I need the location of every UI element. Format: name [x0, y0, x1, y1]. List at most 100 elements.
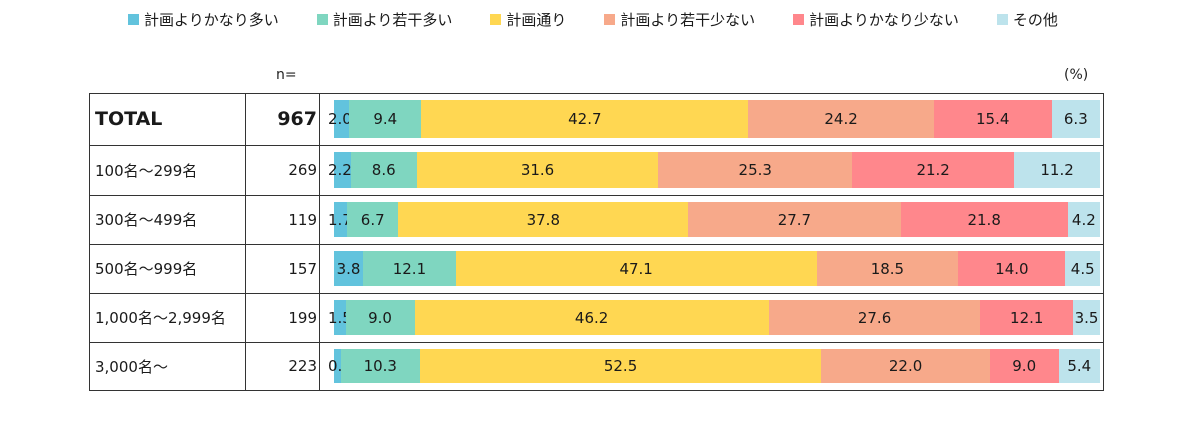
table-row: 300名～499名 119 1.7 6.7 37.8 27.7 21.8 4.2	[89, 195, 1104, 244]
legend-label: 計画より若干多い	[332, 10, 453, 29]
data-label: 12.1	[392, 259, 427, 278]
stacked-bar: 1.5 9.0 46.2 27.6 12.1 3.5	[328, 300, 1100, 335]
legend-swatch	[996, 13, 1008, 25]
data-label: 5.4	[1067, 357, 1092, 375]
bar-segment: 18.5	[816, 251, 959, 286]
table-row: 100名～299名 269 2.2 8.6 31.6 25.3 21.2 11.2	[89, 145, 1104, 195]
stacked-bar: 2.0 9.4 42.7 24.2 15.4 6.3	[328, 100, 1100, 138]
table-top-border	[89, 93, 1104, 94]
percent-unit-label: (%)	[1064, 67, 1089, 83]
row-n-value: 157	[288, 259, 317, 278]
data-label: 25.3	[738, 161, 772, 179]
row-category-label: 300名～499名	[95, 211, 198, 229]
column-divider	[319, 93, 320, 390]
bar-segment: 25.3	[658, 152, 853, 188]
legend-label: 計画通り	[506, 10, 567, 29]
legend-item: その他	[996, 8, 1058, 30]
data-label: 4.2	[1071, 210, 1096, 229]
row-n-value: 967	[277, 108, 317, 130]
data-label: 9.0	[368, 308, 392, 327]
bar-segment: 3.5	[1073, 300, 1100, 335]
legend-item: 計画よりかなり多い	[128, 8, 279, 30]
row-category-label: 1,000名～2,999名	[95, 309, 226, 327]
data-label: 9.4	[373, 110, 398, 128]
bar-segment: 37.8	[398, 202, 689, 237]
bar-segment: 42.7	[421, 100, 749, 138]
bar-segment: 14.0	[958, 251, 1066, 286]
data-label: 2.2	[328, 161, 352, 179]
bar-segment: 24.2	[748, 100, 934, 138]
column-divider	[245, 93, 246, 390]
bar-segment: 2.0	[328, 100, 352, 138]
bar-segment: 21.2	[852, 152, 1015, 188]
bar-segment: 31.6	[416, 152, 659, 188]
row-n-value: 119	[288, 210, 317, 229]
row-n-value: 269	[288, 161, 317, 179]
data-label: 31.6	[520, 161, 555, 179]
data-label: 3.8	[336, 259, 361, 278]
row-divider	[89, 244, 1104, 245]
bar-segment: 12.1	[363, 251, 456, 286]
bar-segment: 4.2	[1067, 202, 1100, 237]
legend-swatch	[128, 13, 139, 25]
data-label: 1.7	[328, 210, 352, 229]
bar-segment: 10.3	[340, 349, 420, 383]
data-label: 10.3	[363, 357, 397, 375]
legend-item: 計画より若干少ない	[604, 8, 755, 30]
stacked-bar: 3.8 12.1 47.1 18.5 14.0 4.5	[334, 251, 1100, 286]
data-label: 37.8	[526, 210, 560, 229]
data-label: 18.5	[870, 259, 905, 278]
bar-segment: 47.1	[455, 251, 817, 286]
data-label: 21.8	[967, 210, 1001, 229]
data-label: 24.2	[824, 110, 858, 128]
row-category-label: 500名～999名	[95, 260, 198, 278]
legend-item: 計画より若干多い	[316, 8, 453, 30]
data-label: 3.5	[1074, 308, 1099, 327]
bar-segment: 8.6	[350, 152, 417, 188]
bar-segment: 21.8	[900, 202, 1068, 237]
table-bottom-border	[89, 390, 1104, 391]
legend-label: 計画よりかなり多い	[144, 10, 279, 29]
legend-label: その他	[1012, 10, 1058, 29]
stacked-bar: 2.2 8.6 31.6 25.3 21.2 11.2	[328, 152, 1100, 188]
legend-swatch	[490, 13, 502, 25]
data-label: 6.3	[1063, 110, 1088, 128]
row-divider	[89, 195, 1104, 196]
bar-segment: 6.3	[1051, 100, 1100, 138]
bar-segment: 1.7	[328, 202, 352, 237]
table-left-border	[89, 93, 90, 390]
data-label: 46.2	[574, 308, 609, 327]
data-label: 11.2	[1040, 161, 1074, 179]
data-label: 6.7	[360, 210, 385, 229]
data-label: 22.0	[888, 357, 923, 375]
data-label: 12.1	[1010, 308, 1044, 327]
data-label: 9.0	[1012, 357, 1037, 375]
data-label: 27.7	[777, 210, 812, 229]
total-row: TOTAL 967 2.0 9.4 42.7 24.2 15.4 6.3	[89, 93, 1104, 145]
data-label: 21.2	[916, 161, 950, 179]
bar-segment: 22.0	[821, 349, 990, 383]
bar-segment: 1.5	[328, 300, 352, 335]
row-divider	[89, 145, 1104, 146]
stacked-bar: 1.7 6.7 37.8 27.7 21.8 4.2	[328, 202, 1100, 237]
row-divider	[89, 342, 1104, 343]
data-label: 4.5	[1070, 259, 1095, 278]
data-label: 52.5	[603, 357, 638, 375]
table-row: 1,000名～2,999名 199 1.5 9.0 46.2 27.6 12.1 3.5	[89, 293, 1104, 342]
row-category-label: 3,000名～	[95, 357, 168, 376]
data-label: 27.6	[857, 308, 892, 327]
data-label: 8.6	[371, 161, 396, 179]
bar-segment: 3.8	[334, 251, 364, 286]
bar-segment: 9.0	[989, 349, 1059, 383]
row-n-value: 223	[288, 357, 317, 375]
bar-segment: 0.9	[328, 349, 352, 383]
legend-label: 計画よりかなり少ない	[809, 10, 959, 29]
bar-segment: 12.1	[980, 300, 1074, 335]
bar-segment: 46.2	[414, 300, 769, 335]
table-row: 3,000名～ 223 0.9 10.3 52.5 22.0 9.0 5.4	[89, 342, 1104, 390]
stacked-bar: 0.9 10.3 52.5 22.0 9.0 5.4	[328, 349, 1100, 383]
row-divider	[89, 293, 1104, 294]
bar-segment: 9.4	[349, 100, 422, 138]
bar-segment: 2.2	[328, 152, 352, 188]
bar-segment: 27.6	[768, 300, 981, 335]
